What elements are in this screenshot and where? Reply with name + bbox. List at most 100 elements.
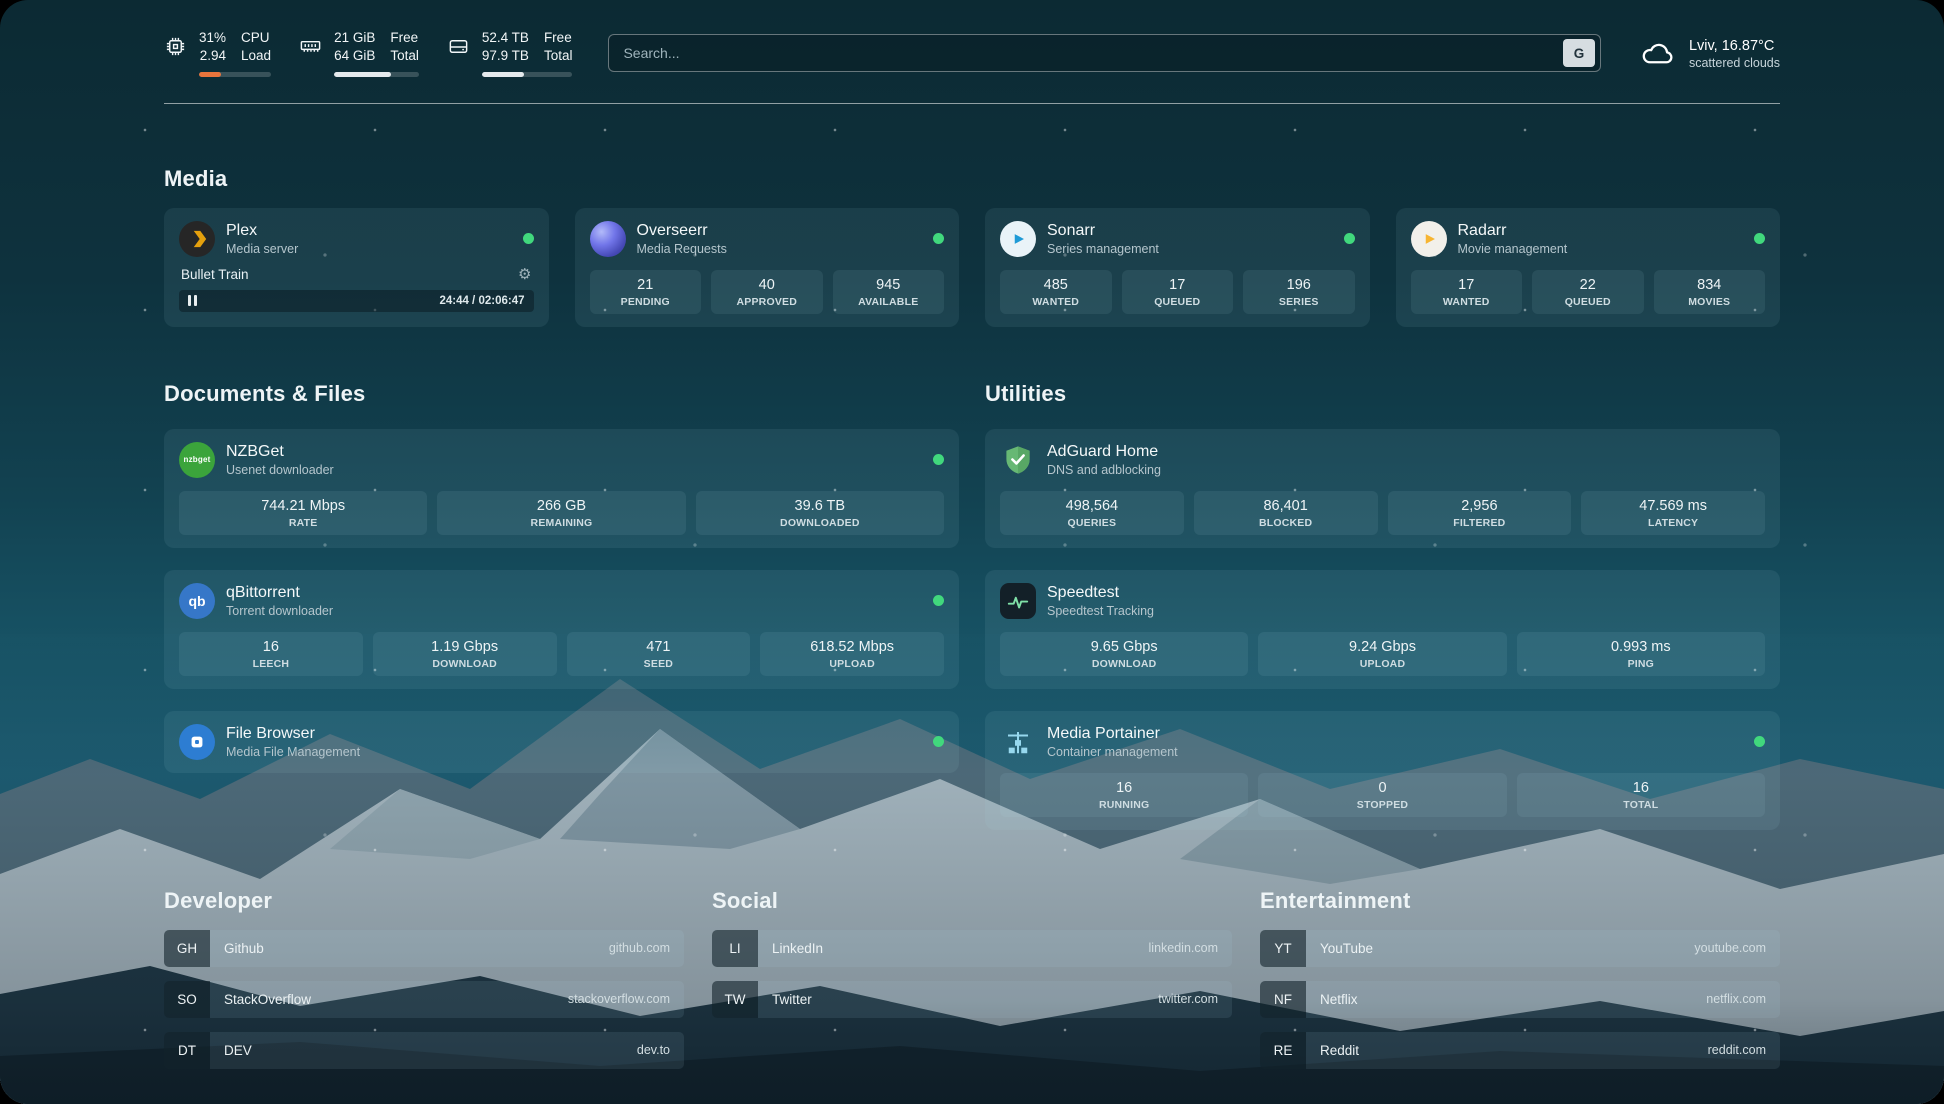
bookmark-linkedin[interactable]: LI LinkedIn linkedin.com: [712, 929, 1232, 967]
weather-location: Lviv, 16.87°C: [1688, 37, 1775, 54]
stat-queued: 22 QUEUED: [1532, 269, 1644, 314]
bookmark-twitter[interactable]: TW Twitter twitter.com: [712, 980, 1232, 1018]
stat-seed: 471 SEED: [566, 631, 751, 676]
bookmark-netflix[interactable]: NF Netflix netflix.com: [1260, 980, 1780, 1018]
bookmark-github[interactable]: GH Github github.com: [164, 929, 684, 967]
status-dot: [522, 233, 534, 245]
cpu-usage-bar: [199, 71, 272, 77]
card-adguard[interactable]: AdGuard Home DNS and adblocking 498,564 …: [985, 428, 1780, 548]
stat-queued: 17 QUEUED: [1121, 269, 1233, 314]
stat-upload: 9.24 Gbps UPLOAD: [1258, 631, 1507, 676]
service-description: DNS and adblocking: [1047, 462, 1161, 477]
sonarr-icon: [1000, 220, 1036, 257]
card-filebrowser[interactable]: File Browser Media File Management: [164, 710, 959, 773]
stat-wanted: 17 WANTED: [1410, 269, 1522, 314]
service-description: Movie management: [1457, 241, 1568, 256]
stat-queries: 498,564 QUERIES: [1000, 490, 1184, 535]
portainer-crane-icon: [1000, 724, 1036, 760]
gear-icon[interactable]: ⚙: [518, 265, 532, 283]
memory-usage-bar: [334, 71, 419, 77]
service-description: Series management: [1047, 241, 1159, 256]
bookmark-domain: netflix.com: [1706, 992, 1766, 1007]
memory-total-value: 64 GiB: [334, 47, 376, 63]
card-qbittorrent[interactable]: qb qBittorrent Torrent downloader 16 LEE…: [164, 569, 959, 689]
service-name: AdGuard Home: [1047, 442, 1159, 460]
stat-leech: 16 LEECH: [179, 631, 363, 676]
memory-widget: 21 GiB Free 64 GiB Total: [299, 30, 419, 77]
section-utilities: Utilities Ad: [985, 381, 1780, 830]
service-name: File Browser: [226, 724, 315, 742]
main-content: Media Plex Media server: [0, 166, 1944, 1104]
card-portainer[interactable]: Media Portainer Container management 16 …: [985, 710, 1780, 830]
card-speedtest[interactable]: Speedtest Speedtest Tracking 9.65 Gbps D…: [985, 569, 1780, 689]
stat-downloaded: 39.6 TB DOWNLOADED: [695, 490, 944, 535]
stat-series: 196 SERIES: [1243, 269, 1355, 314]
stat-available: 945 AVAILABLE: [832, 269, 944, 314]
bookmark-abbr: GH: [164, 929, 210, 967]
bookmark-domain: github.com: [608, 941, 670, 956]
bookmark-abbr: RE: [1260, 1031, 1306, 1069]
disk-icon: [447, 35, 470, 58]
disk-usage-bar: [481, 71, 573, 77]
stat-wanted: 485 WANTED: [1000, 269, 1112, 314]
stat-upload: 618.52 Mbps UPLOAD: [760, 631, 944, 676]
stat-total: 16 TOTAL: [1516, 772, 1765, 817]
service-description: Torrent downloader: [226, 603, 334, 618]
bookmark-abbr: TW: [712, 980, 758, 1018]
bookmark-youtube[interactable]: YT YouTube youtube.com: [1260, 929, 1780, 967]
nzbget-icon: nzbget: [179, 441, 215, 478]
bookmark-dev[interactable]: DT DEV dev.to: [164, 1031, 684, 1069]
playback-progress-bar[interactable]: [206, 295, 430, 306]
section-title-documents: Documents & Files: [164, 380, 366, 406]
card-plex[interactable]: Plex Media server Bullet Train ⚙: [164, 207, 549, 327]
overseerr-icon: [589, 220, 626, 257]
section-title-entertainment: Entertainment: [1260, 887, 1411, 913]
cloud-icon: [1637, 36, 1677, 70]
card-overseerr[interactable]: Overseerr Media Requests 21 PENDING: [574, 207, 959, 327]
plex-now-playing: Bullet Train ⚙ 24:44 / 02:06:47: [179, 265, 534, 312]
stat-movies: 834 MOVIES: [1653, 269, 1765, 314]
bookmark-domain: dev.to: [636, 1043, 670, 1058]
section-title-media: Media: [164, 165, 228, 191]
topbar: 31% CPU 2.94 Load 21: [164, 0, 1780, 104]
cpu-widget: 31% CPU 2.94 Load: [164, 30, 272, 77]
service-description: Media Requests: [636, 241, 727, 256]
cpu-load-value: 2.94: [199, 47, 227, 63]
service-name: qBittorrent: [226, 583, 300, 601]
bookmark-name: StackOverflow: [224, 991, 312, 1007]
section-entertainment: Entertainment YT YouTube youtube.com NF …: [1260, 888, 1780, 1069]
status-dot: [1754, 233, 1765, 245]
service-name: Overseerr: [636, 221, 708, 239]
bookmark-abbr: YT: [1260, 929, 1306, 967]
stat-download: 1.19 Gbps DOWNLOAD: [372, 631, 557, 676]
bookmark-domain: linkedin.com: [1148, 941, 1218, 956]
search-provider-button[interactable]: G: [1562, 39, 1595, 68]
memory-icon: [299, 35, 322, 58]
bookmark-reddit[interactable]: RE Reddit reddit.com: [1260, 1031, 1780, 1069]
bookmark-domain: reddit.com: [1707, 1043, 1766, 1058]
speedtest-icon: [1000, 582, 1036, 619]
service-description: Media File Management: [226, 744, 361, 759]
service-name: Radarr: [1457, 221, 1507, 239]
bookmark-stackoverflow[interactable]: SO StackOverflow stackoverflow.com: [164, 980, 684, 1018]
disk-total-value: 97.9 TB: [481, 47, 529, 63]
status-dot: [933, 736, 944, 748]
stat-stopped: 0 STOPPED: [1258, 772, 1507, 817]
stat-blocked: 86,401 BLOCKED: [1193, 490, 1378, 535]
section-title-developer: Developer: [164, 887, 273, 913]
stat-filtered: 2,956 FILTERED: [1387, 490, 1572, 535]
service-name: Speedtest: [1047, 583, 1120, 601]
pause-icon[interactable]: [188, 295, 197, 307]
service-description: Media server: [226, 241, 299, 256]
service-name: Media Portainer: [1047, 724, 1160, 742]
service-name: Sonarr: [1047, 221, 1096, 239]
bookmark-domain: twitter.com: [1158, 992, 1218, 1007]
card-radarr[interactable]: Radarr Movie management 17 WANTED 2: [1395, 207, 1780, 327]
card-nzbget[interactable]: nzbget NZBGet Usenet downloader 744.21 M…: [164, 428, 959, 548]
search-input[interactable]: [623, 45, 1563, 62]
service-name: NZBGet: [226, 442, 284, 460]
section-documents: Documents & Files nzbget NZBGet Usenet d…: [164, 381, 959, 830]
bookmark-abbr: LI: [712, 929, 758, 967]
card-sonarr[interactable]: Sonarr Series management 485 WANTED: [985, 207, 1370, 327]
now-playing-title: Bullet Train: [181, 266, 249, 282]
